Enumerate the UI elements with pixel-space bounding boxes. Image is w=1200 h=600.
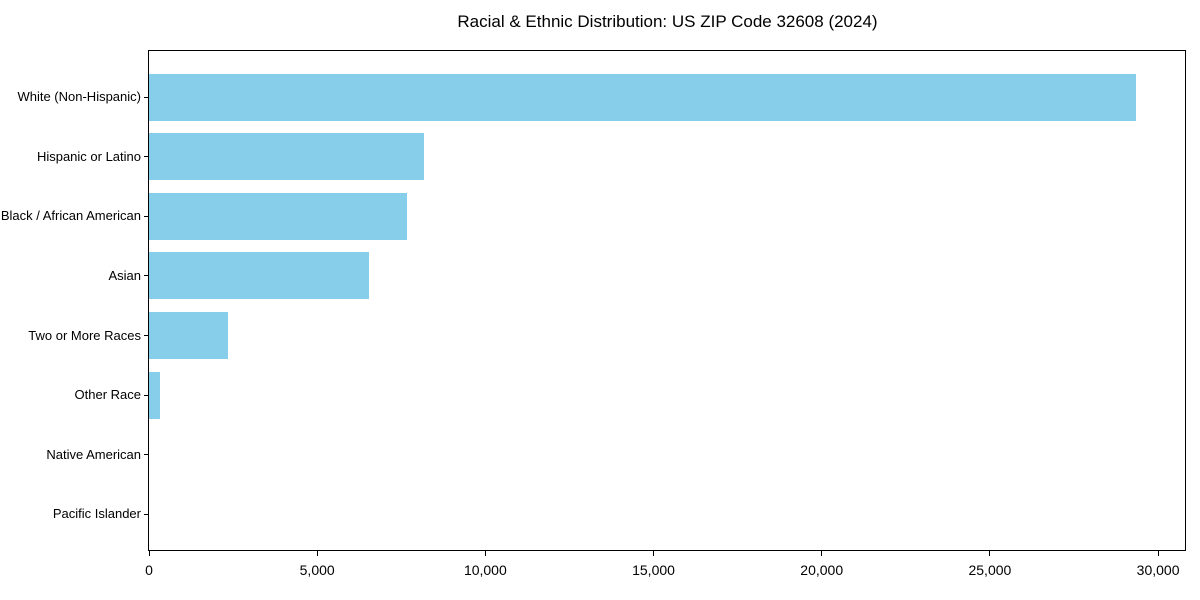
y-tick-mark (144, 215, 149, 217)
y-tick-label-white-non-hispanic: White (Non-Hispanic) (17, 89, 141, 104)
y-tick-label-native-american: Native American (46, 446, 141, 462)
x-tick-mark (316, 551, 318, 556)
x-tick-mark (148, 551, 150, 556)
x-tick-mark (484, 551, 486, 556)
y-tick-label-black-african-american: Black / African American (0, 208, 141, 224)
y-tick-mark (144, 513, 149, 515)
y-tick-label-hispanic-or-latino: Hispanic or Latino (36, 148, 141, 164)
x-tick-label-15000: 15,000 (632, 562, 675, 578)
x-tick-mark (821, 551, 823, 556)
bar-asian (149, 252, 369, 300)
y-tick-mark (144, 335, 149, 337)
y-tick-mark (144, 156, 149, 158)
y-tick-mark (144, 96, 149, 98)
y-tick-label-two-or-more-races: Two or More Races (28, 327, 141, 343)
y-tick-label-asian: Asian (108, 267, 141, 283)
x-tick-label-5000: 5,000 (299, 562, 335, 578)
bar-hispanic-or-latino (149, 133, 425, 181)
bar-two-or-more-races (149, 312, 229, 360)
x-tick-label-10000: 10,000 (463, 562, 507, 578)
plot-area (148, 50, 1186, 551)
x-tick-label-30000: 30,000 (1136, 562, 1180, 578)
chart-title: Racial & Ethnic Distribution: US ZIP Cod… (457, 12, 878, 31)
bar-other-race (149, 371, 161, 419)
x-tick-mark (1157, 551, 1159, 556)
x-tick-mark (653, 551, 655, 556)
y-tick-label-other-race: Other Race (74, 387, 141, 403)
x-tick-label-20000: 20,000 (800, 562, 844, 578)
y-tick-mark (144, 454, 149, 456)
y-tick-label-pacific-islander: Pacific Islander (52, 506, 141, 522)
y-tick-mark (144, 394, 149, 396)
bar-black-african-american (149, 192, 407, 240)
bar-white-non-hispanic (149, 73, 1137, 121)
y-tick-mark (144, 275, 149, 277)
x-tick-label-25000: 25,000 (968, 562, 1012, 578)
x-tick-label-0: 0 (145, 562, 153, 578)
x-tick-mark (989, 551, 991, 556)
